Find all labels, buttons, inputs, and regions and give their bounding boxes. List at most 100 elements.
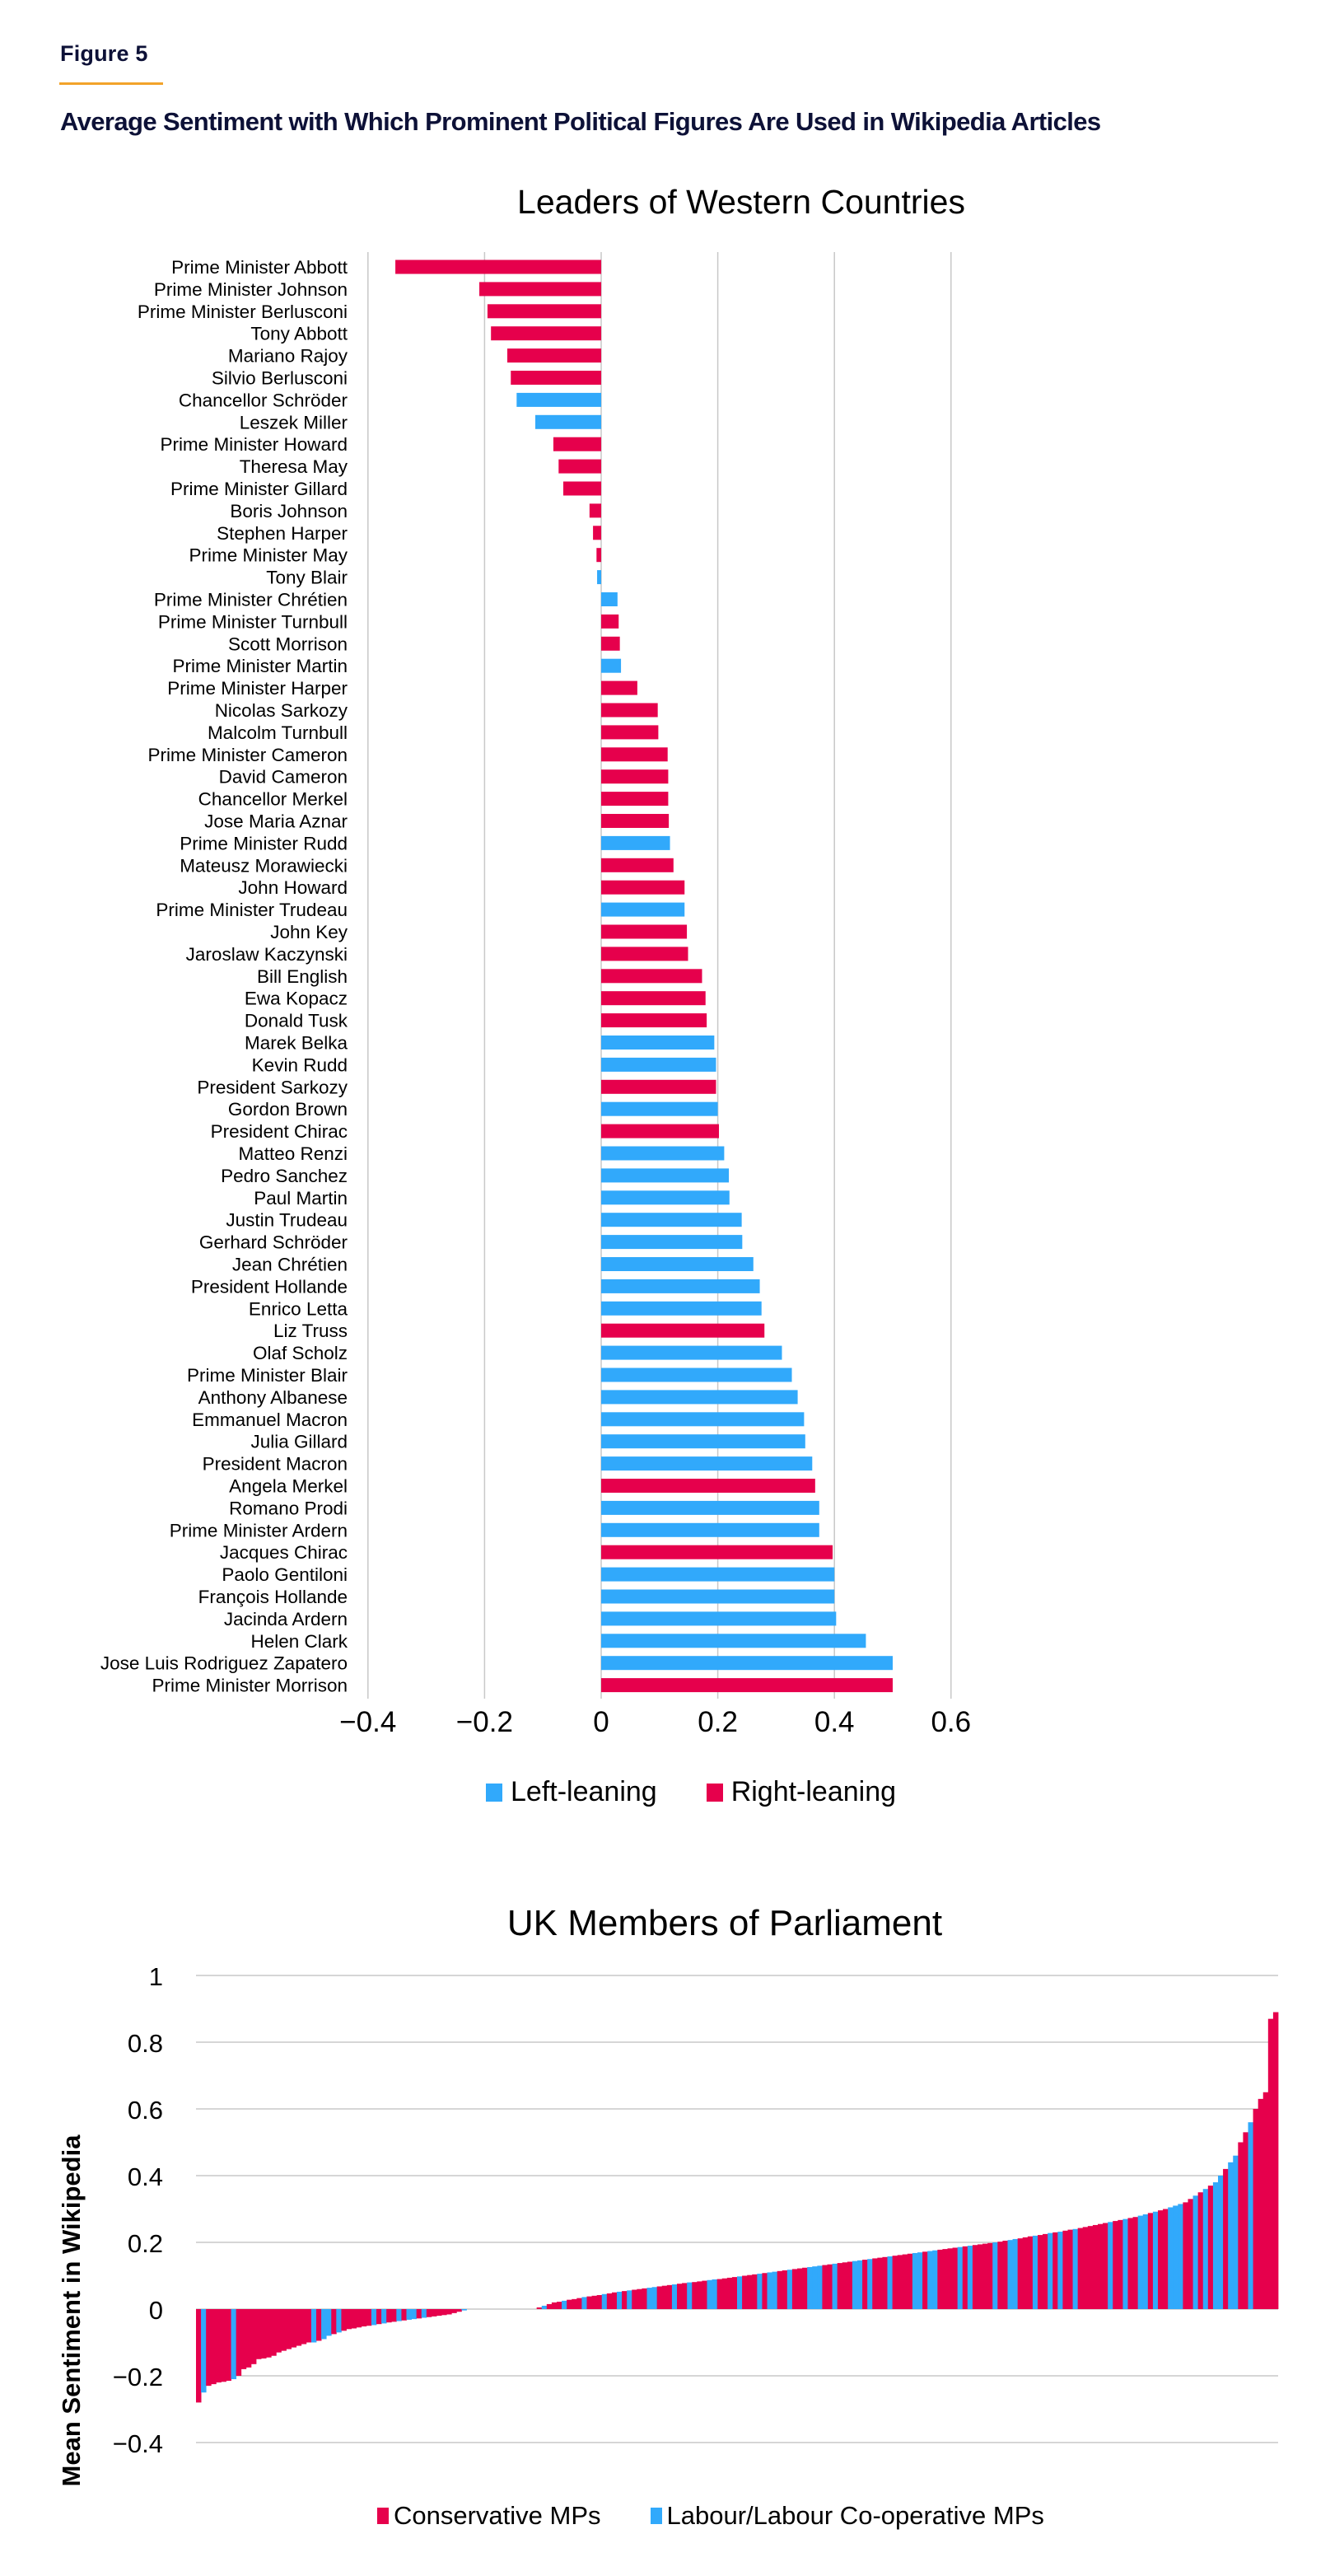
chart1-bar [601, 858, 674, 872]
chart2-bar [697, 2281, 702, 2309]
chart2-bar [786, 2270, 793, 2309]
chart2-bar [240, 2309, 247, 2369]
chart1-category-label: Silvio Berlusconi [212, 368, 348, 389]
chart1-category-label: Angela Merkel [229, 1476, 348, 1497]
chart2-bar [611, 2292, 618, 2309]
chart2-bar [982, 2243, 988, 2309]
chart1-category-label: Jaroslaw Kaczynski [186, 944, 348, 965]
chart2-bar [656, 2286, 663, 2309]
chart1-bar [601, 658, 622, 673]
chart1-category-label: Jose Luis Rodriguez Zapatero [100, 1653, 348, 1674]
chart2-bar [1158, 2210, 1164, 2309]
chart2-y-tick-label: 0.4 [128, 2162, 163, 2191]
chart2-bar [716, 2279, 723, 2309]
chart1-category-label: Gerhard Schröder [199, 1232, 348, 1253]
chart2-bar [832, 2263, 838, 2309]
chart1-category-label: President Hollande [191, 1276, 348, 1297]
chart2-bar [1137, 2215, 1144, 2309]
chart2-y-tick-label: 0.2 [128, 2229, 163, 2258]
chart2-bar [286, 2309, 292, 2349]
chart1-bar [534, 414, 601, 429]
chart2-bar [201, 2309, 207, 2393]
chart2-bar [381, 2309, 387, 2324]
chart2-bar [406, 2309, 412, 2320]
chart2-bar [627, 2290, 632, 2309]
chart2-bar [892, 2256, 898, 2309]
chart2-bar [541, 2305, 548, 2309]
chart1-bar [601, 969, 702, 984]
chart2-bar [1103, 2223, 1108, 2309]
chart2-bar [1258, 2098, 1264, 2309]
chart1-category-label: Prime Minister Abbott [171, 257, 348, 278]
chart1-bar [601, 1146, 725, 1161]
chart1-x-tick-label: −0.2 [456, 1706, 513, 1738]
chart2-bar [1113, 2221, 1118, 2309]
chart2-bar [712, 2279, 718, 2309]
chart2-bar [256, 2309, 262, 2359]
chart1-bar [601, 924, 688, 939]
chart1-bar [601, 792, 669, 806]
chart2-bar [567, 2299, 572, 2309]
chart1-bar [601, 725, 659, 740]
chart1-bar [601, 1678, 893, 1693]
chart1-bar [487, 304, 601, 319]
chart2-bar [1183, 2202, 1188, 2309]
chart1-bar [601, 1500, 819, 1515]
chart2-bar [637, 2288, 642, 2309]
chart1-bar [601, 1323, 765, 1338]
chart2-bar [757, 2274, 763, 2309]
chart1-bar [601, 614, 619, 629]
legend-label: Left-leaning [511, 1776, 657, 1807]
chart2-bar [1077, 2228, 1084, 2309]
chart1-bar [593, 526, 601, 540]
chart1-category-label: Prime Minister Gillard [170, 479, 348, 499]
chart1-bar [601, 1611, 837, 1626]
chart2-bar [1002, 2240, 1008, 2309]
chart2-bar [211, 2309, 217, 2385]
chart2-bar [1062, 2230, 1068, 2309]
chart2-bar [206, 2309, 212, 2387]
chart1-bar [601, 1345, 782, 1360]
chart1-category-label: Prime Minister Rudd [180, 833, 348, 853]
chart1-x-tick-label: −0.4 [339, 1706, 396, 1738]
chart2-bar [922, 2251, 928, 2309]
chart1-bar [597, 570, 601, 585]
chart2-bar [661, 2285, 668, 2309]
chart2-bar [1192, 2195, 1199, 2309]
chart2-y-tick-label: 0.6 [128, 2096, 163, 2125]
conservative-swatch [377, 2508, 389, 2524]
chart1-bar [596, 548, 601, 563]
chart1-bar [601, 1079, 716, 1094]
chart2-bar [236, 2309, 242, 2376]
chart2-bar [1052, 2232, 1058, 2309]
chart1-category-label: Mariano Rajoy [228, 346, 348, 367]
chart2-bar [731, 2277, 738, 2309]
chart1-category-label: Stephen Harper [217, 523, 348, 544]
chart1-category-label: Enrico Letta [249, 1298, 348, 1319]
chart2-bar [1092, 2224, 1099, 2309]
chart1-category-label: François Hollande [198, 1587, 348, 1607]
chart2-bar [546, 2303, 553, 2309]
chart1-bar [601, 747, 668, 762]
chart1-bar [479, 282, 601, 297]
chart2-bar [742, 2275, 748, 2309]
chart1-bar [589, 503, 601, 518]
chart2-bar [651, 2287, 658, 2309]
chart2-bar [276, 2309, 282, 2353]
chart2-bar [802, 2267, 808, 2309]
chart1-category-label: Scott Morrison [228, 633, 348, 654]
chart1-bar [601, 1367, 792, 1382]
chart2-bar [897, 2255, 903, 2309]
chart1-bar [601, 1479, 815, 1493]
chart2-bar [1127, 2218, 1133, 2309]
chart1-bar [562, 481, 601, 496]
figure-title: Average Sentiment with Which Prominent P… [60, 107, 1101, 136]
chart2-bar [687, 2282, 693, 2309]
chart1-category-label: Theresa May [240, 456, 348, 477]
chart1-bar [601, 1168, 730, 1183]
chart1-bar [601, 1279, 760, 1293]
chart1-category-label: Julia Gillard [250, 1432, 348, 1452]
chart2-bar [557, 2302, 562, 2309]
chart1-category-label: President Sarkozy [197, 1077, 348, 1097]
